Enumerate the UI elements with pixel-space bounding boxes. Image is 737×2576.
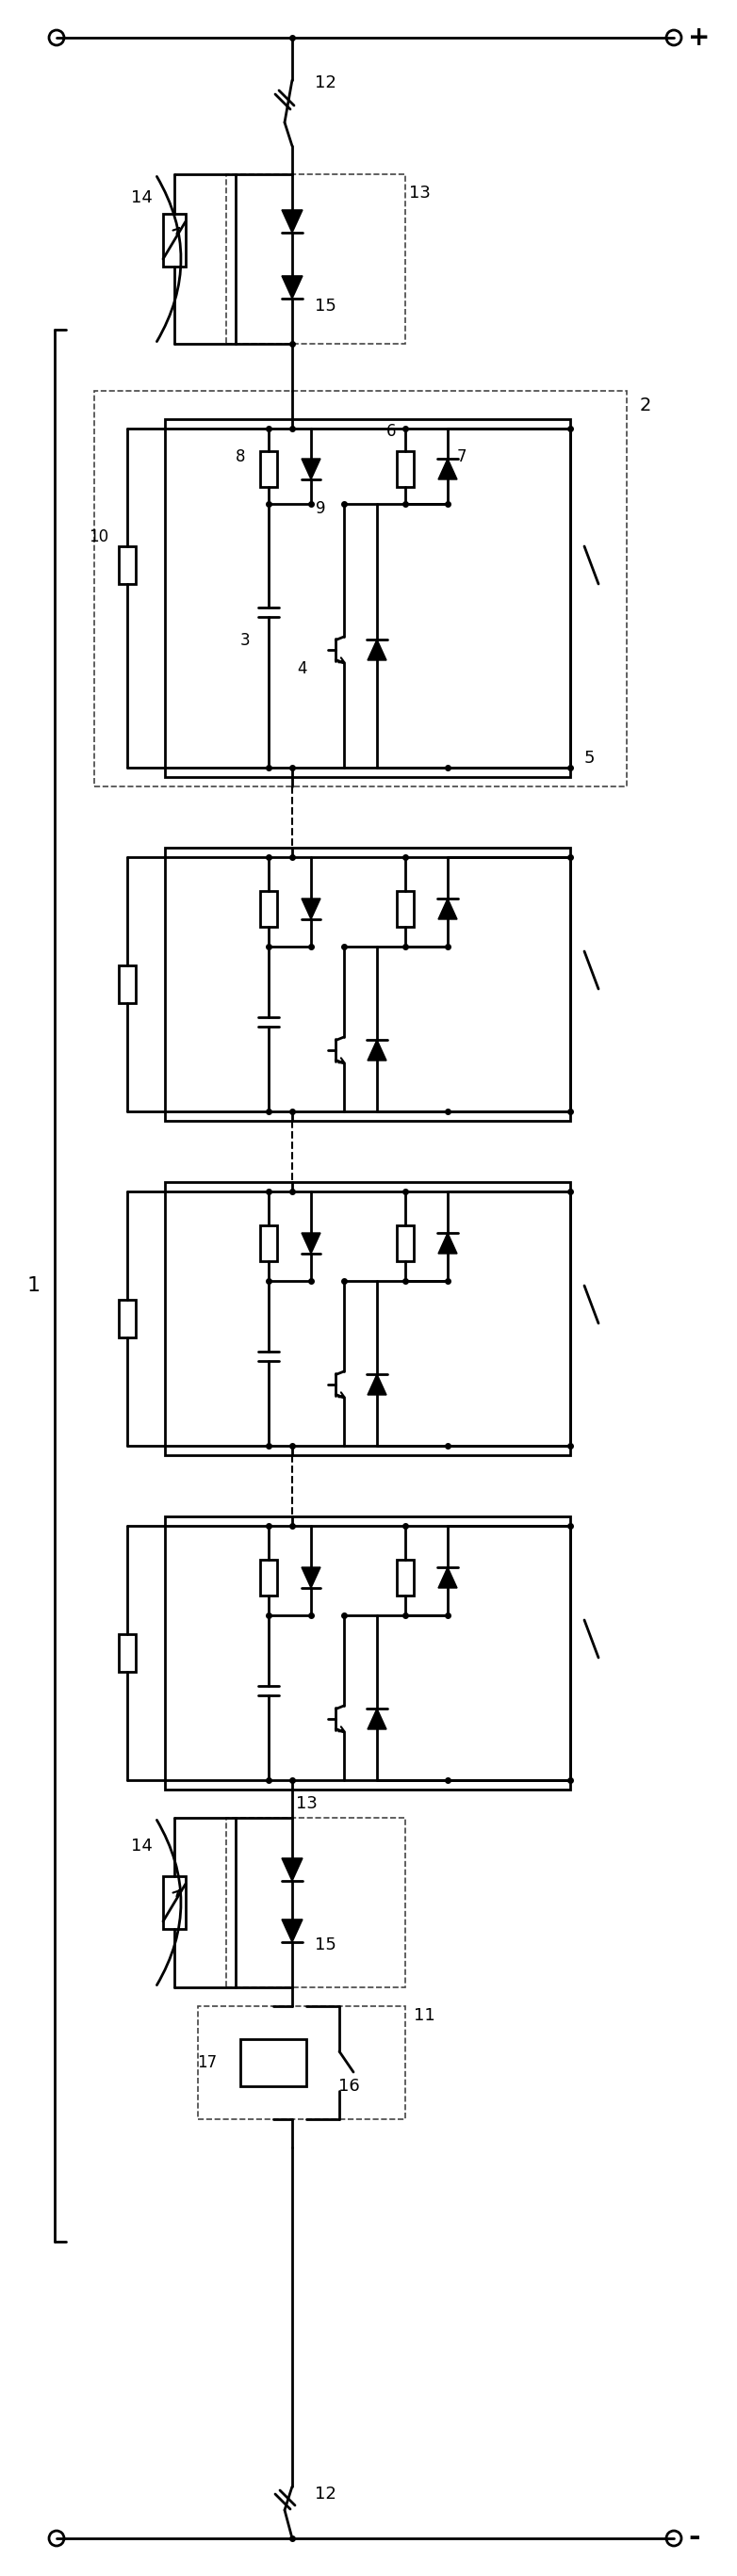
Polygon shape xyxy=(282,276,302,299)
Bar xyxy=(240,2040,307,2087)
Bar xyxy=(198,2007,405,2120)
Bar xyxy=(119,546,136,585)
Bar xyxy=(165,420,570,778)
Polygon shape xyxy=(301,1234,321,1255)
Polygon shape xyxy=(368,639,386,659)
Text: 14: 14 xyxy=(130,188,152,206)
Text: 3: 3 xyxy=(240,631,250,649)
Text: 12: 12 xyxy=(315,75,336,90)
Polygon shape xyxy=(368,1041,386,1061)
Polygon shape xyxy=(301,459,321,479)
Text: +: + xyxy=(688,26,710,52)
Bar xyxy=(397,451,413,487)
Bar xyxy=(260,1558,277,1595)
Text: 13: 13 xyxy=(296,1795,317,1811)
Bar xyxy=(226,1819,405,1986)
Bar xyxy=(165,1517,570,1790)
Polygon shape xyxy=(368,1373,386,1394)
Text: 7: 7 xyxy=(457,448,467,466)
Polygon shape xyxy=(439,1234,457,1255)
Bar xyxy=(119,1301,136,1337)
Text: 12: 12 xyxy=(315,2486,336,2501)
Polygon shape xyxy=(439,459,457,479)
Polygon shape xyxy=(439,1566,457,1587)
Text: 2: 2 xyxy=(640,397,652,415)
Bar xyxy=(397,1226,413,1262)
Polygon shape xyxy=(282,1857,302,1880)
Text: 11: 11 xyxy=(413,2007,435,2025)
Bar xyxy=(163,214,186,265)
Bar xyxy=(119,966,136,1002)
Text: 14: 14 xyxy=(130,1837,152,1855)
Text: -: - xyxy=(688,2524,700,2553)
Bar xyxy=(165,1182,570,1455)
Polygon shape xyxy=(368,1708,386,1728)
Text: 15: 15 xyxy=(315,299,336,314)
Bar xyxy=(397,891,413,927)
Bar xyxy=(165,848,570,1121)
Polygon shape xyxy=(301,899,321,920)
Bar xyxy=(226,175,405,343)
Bar xyxy=(397,1558,413,1595)
Bar xyxy=(260,1226,277,1262)
Polygon shape xyxy=(282,209,302,232)
Text: 15: 15 xyxy=(315,1937,336,1953)
Text: 4: 4 xyxy=(296,659,307,677)
Bar xyxy=(119,1633,136,1672)
Text: 8: 8 xyxy=(235,448,245,466)
Text: 6: 6 xyxy=(386,422,396,440)
Text: 9: 9 xyxy=(315,500,325,518)
Polygon shape xyxy=(439,899,457,920)
Bar xyxy=(94,392,626,786)
Text: 10: 10 xyxy=(89,528,109,546)
Text: 5: 5 xyxy=(584,750,595,768)
Polygon shape xyxy=(282,1919,302,1942)
Text: 1: 1 xyxy=(27,1275,41,1296)
Bar xyxy=(163,1875,186,1929)
Text: 13: 13 xyxy=(408,185,430,201)
Text: 16: 16 xyxy=(338,2079,360,2094)
Bar xyxy=(260,451,277,487)
Text: 17: 17 xyxy=(198,2053,217,2071)
Bar xyxy=(260,891,277,927)
Polygon shape xyxy=(301,1566,321,1587)
